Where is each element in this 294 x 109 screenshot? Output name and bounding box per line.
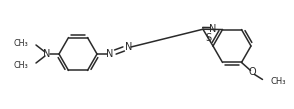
Text: N: N: [209, 24, 216, 34]
Text: CH₃: CH₃: [270, 77, 286, 86]
Text: CH₃: CH₃: [13, 60, 28, 70]
Text: N: N: [106, 49, 114, 59]
Text: S: S: [205, 33, 211, 43]
Text: N: N: [125, 42, 133, 52]
Text: O: O: [249, 67, 256, 77]
Text: CH₃: CH₃: [13, 38, 28, 48]
Text: N: N: [43, 49, 51, 59]
